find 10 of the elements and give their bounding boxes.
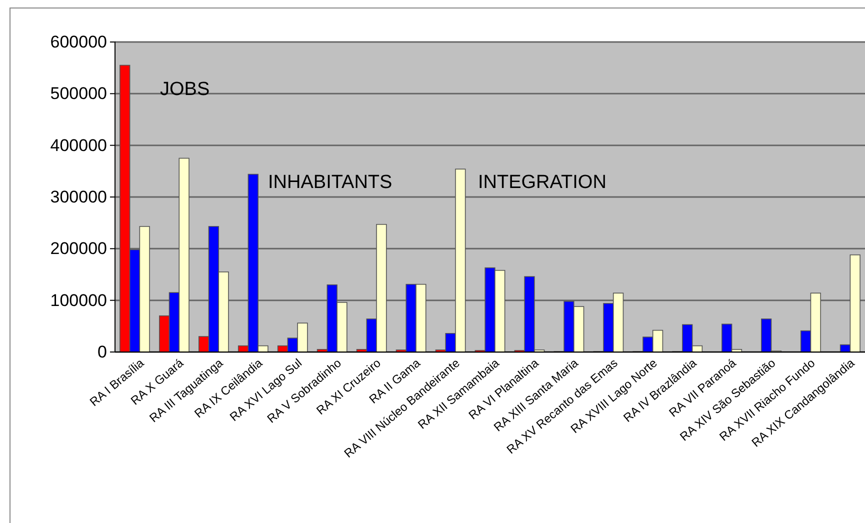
y-tick-label: 300000 bbox=[50, 187, 107, 206]
series-label: INHABITANTS bbox=[268, 172, 392, 193]
y-tick-label: 100000 bbox=[50, 290, 107, 310]
y-tick-label: 200000 bbox=[50, 239, 107, 258]
y-tick-label: 500000 bbox=[50, 84, 107, 104]
y-tick-label: 0 bbox=[98, 342, 107, 362]
y-tick-label: 400000 bbox=[50, 136, 107, 155]
series-label: JOBS bbox=[160, 79, 210, 100]
y-tick-label: 600000 bbox=[50, 32, 107, 52]
series-label: INTEGRATION bbox=[478, 172, 606, 193]
